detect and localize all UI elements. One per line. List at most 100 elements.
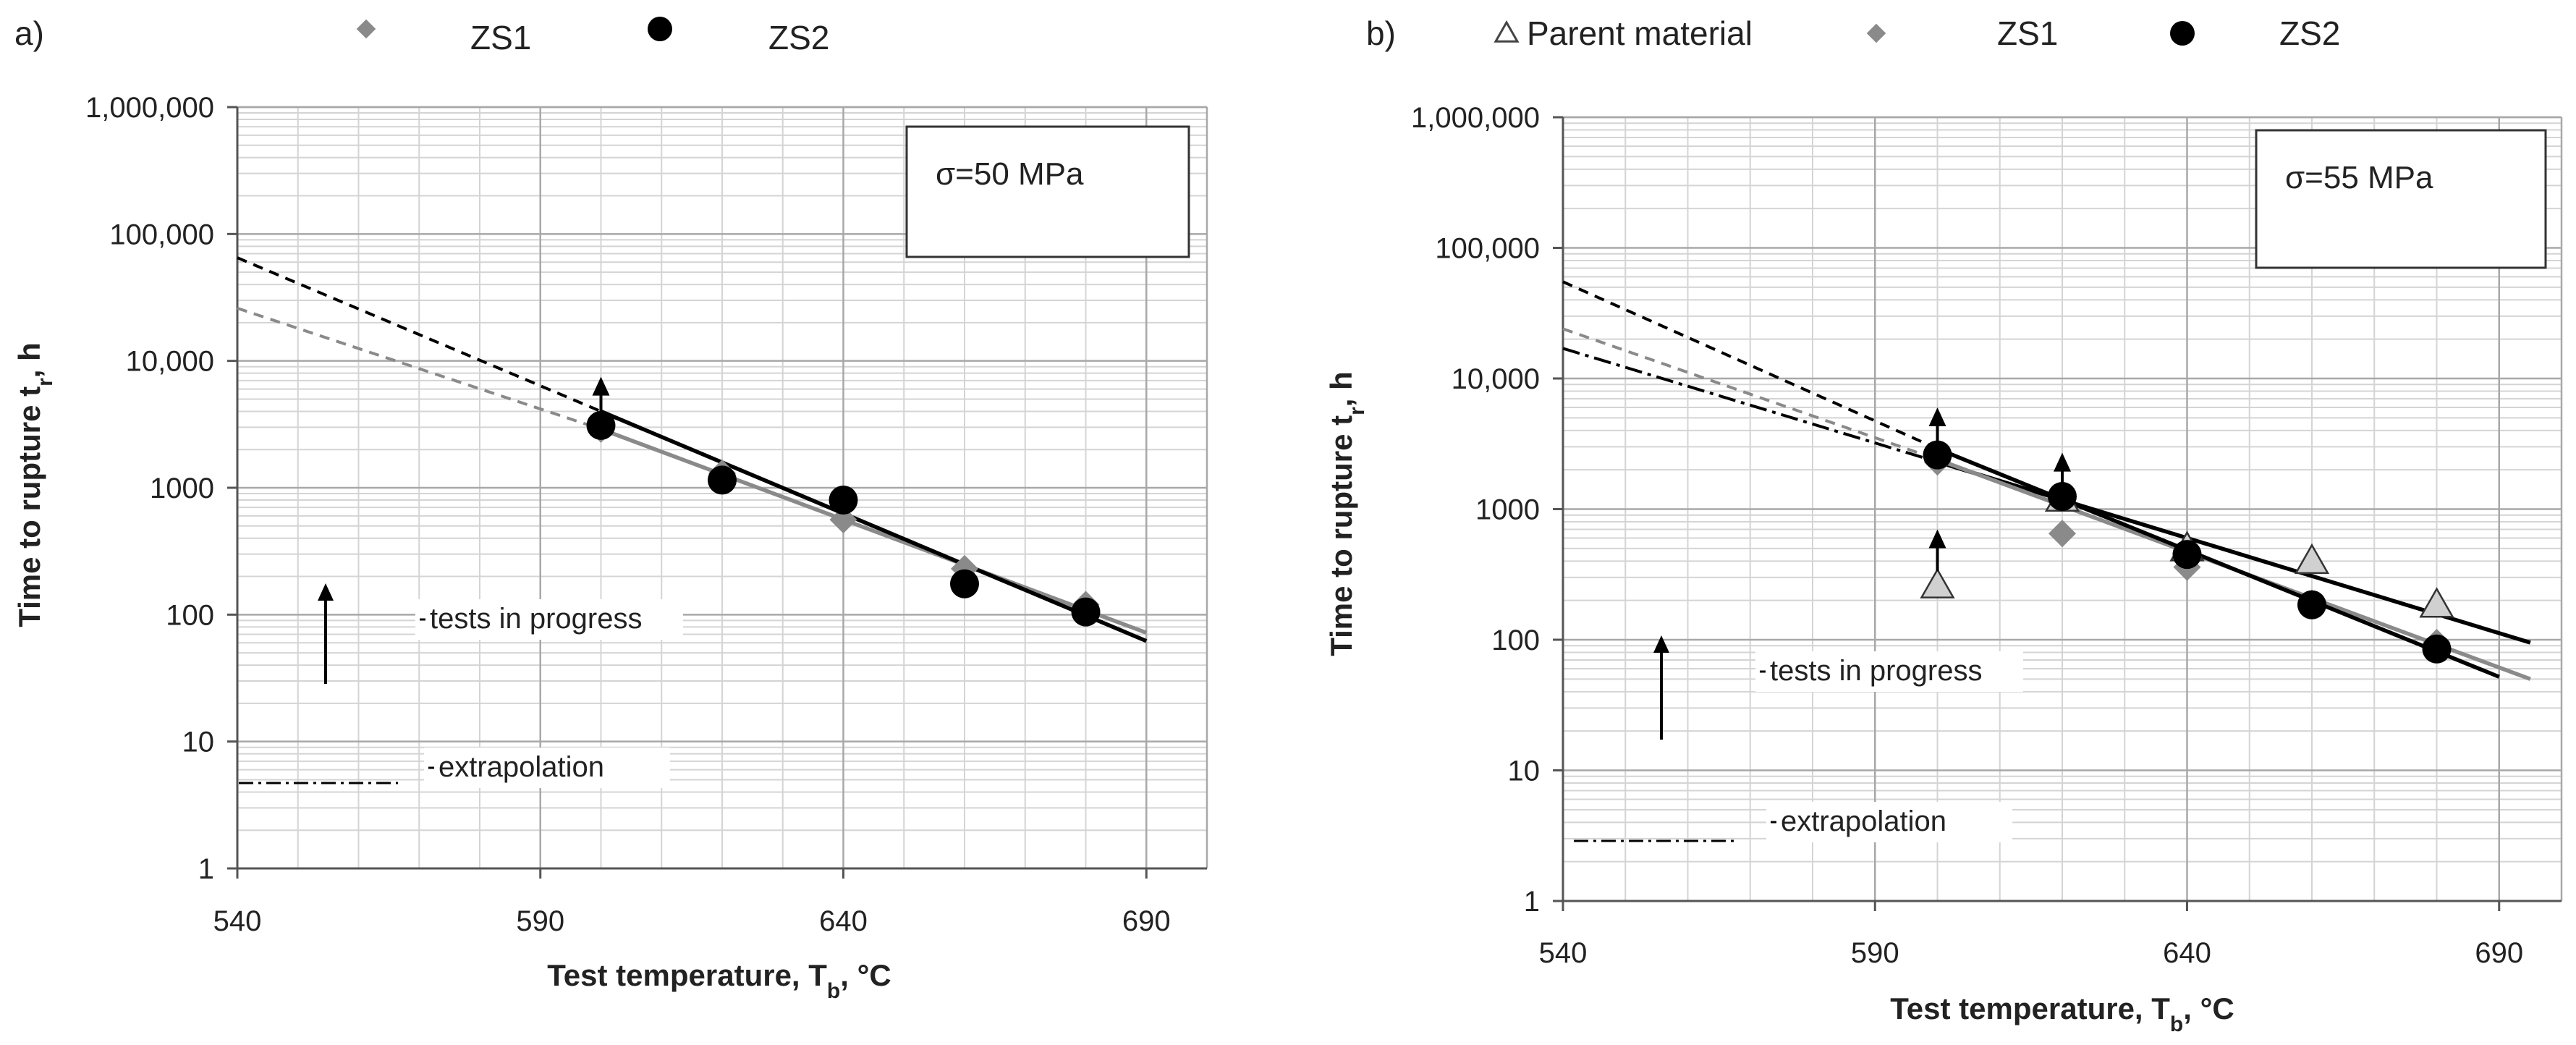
annotation-background (415, 599, 683, 640)
y-axis-title: Time to rupture tr, h (12, 342, 57, 627)
data-point (1071, 597, 1101, 627)
progress-arrow-head (592, 376, 610, 396)
chart-panel-a: 1 10 100 1000 10,000 100,000 1,000,000 540 590 64… (12, 14, 1208, 1003)
x-axis-title-suffix: , °C (840, 958, 891, 992)
y-tick-label: 1 (198, 853, 214, 885)
y-tick-label: 1000 (1475, 494, 1540, 526)
data-point (2297, 590, 2326, 619)
y-tick-label: 1 (1524, 886, 1540, 918)
x-tick-label: 590 (1851, 937, 1899, 969)
data-point (1920, 567, 1955, 598)
extrapolation-line (1562, 327, 1939, 461)
legend-item-parent-material: Parent material (1494, 14, 1753, 52)
y-axis-title-sub: r (33, 378, 57, 386)
annotation-tests-in-progress: tests in progress (430, 603, 642, 635)
x-axis-title-sub: b (827, 979, 840, 1003)
legend-item-zs2: ZS2 (2170, 14, 2340, 52)
circle-icon (648, 17, 672, 41)
legend-label: ZS2 (768, 19, 829, 56)
stress-box (905, 125, 1190, 258)
y-axis-title: Time to rupture tr, h (1324, 371, 1369, 656)
data-point (586, 410, 616, 440)
y-tick-label: 1000 (150, 473, 214, 504)
gridlines (1562, 116, 2563, 902)
legend-label: Parent material (1527, 14, 1753, 52)
triangle-icon (1494, 20, 1520, 43)
y-axis-title-main: Time to rupture t (1324, 415, 1358, 656)
fit-line (1936, 447, 2500, 679)
x-tick-label: 690 (2475, 937, 2523, 969)
progress-arrow-head (2054, 452, 2071, 472)
legend-label: ZS1 (1997, 14, 2058, 52)
y-tick-label: 10 (1508, 756, 1541, 787)
panel-label: b) (1366, 14, 1396, 52)
annotation-background (1755, 651, 2023, 692)
series-zs2 (586, 410, 1101, 627)
annotation-background (424, 748, 670, 788)
x-axis-title-sub: b (2170, 1012, 2183, 1036)
data-point (2172, 540, 2202, 570)
y-axis-title-suffix: , h (1324, 371, 1358, 407)
legend-arrow-head (1653, 635, 1669, 653)
stress-label: σ=55 MPa (2285, 160, 2433, 195)
data-point (829, 506, 857, 534)
progress-arrow-head (1928, 407, 1946, 427)
y-axis-title-sub: r (1345, 407, 1369, 415)
data-point (2422, 634, 2452, 664)
annotation-tests-in-progress: tests in progress (1770, 655, 1982, 687)
data-point (2294, 543, 2330, 575)
x-axis-title: Test temperature, Tb, °C (1890, 991, 2234, 1036)
progress-arrow-head (1928, 529, 1946, 549)
x-tick-label: 540 (1539, 937, 1588, 969)
legend-item-zs2: ZS2 (648, 17, 829, 56)
x-tick-label: 590 (516, 905, 564, 937)
data-point (708, 465, 737, 495)
panel-label: a) (14, 14, 44, 52)
legend-item-zs1: ZS1 (356, 19, 531, 56)
extrapolation-line (237, 256, 602, 413)
x-axis-title: Test temperature, Tb, °C (547, 958, 891, 1003)
series-zs2 (1923, 440, 2452, 664)
annotation-extrapolation: extrapolation (1781, 805, 1946, 837)
x-tick-label: 640 (819, 905, 868, 937)
x-tick-label: 690 (1122, 905, 1171, 937)
data-point (2048, 520, 2076, 548)
annotation-extrapolation: extrapolation (438, 751, 604, 783)
y-tick-label: 10,000 (1452, 363, 1540, 395)
y-tick-label: 10 (182, 727, 215, 758)
y-tick-label: 1,000,000 (85, 92, 214, 124)
legend-label: ZS2 (2279, 14, 2340, 52)
data-point (950, 569, 979, 598)
y-tick-label: 100 (166, 599, 214, 631)
fit-line (600, 409, 1148, 643)
x-tick-label: 640 (2163, 937, 2211, 969)
annotation-background (1766, 802, 2012, 842)
legend-item-zs1: ZS1 (1866, 14, 2058, 52)
data-point (829, 485, 858, 515)
y-tick-label: 1,000,000 (1411, 102, 1540, 134)
circle-icon (2170, 21, 2195, 46)
y-tick-label: 10,000 (126, 346, 214, 378)
fit-line (600, 427, 1148, 635)
x-axis-title-suffix: , °C (2183, 991, 2234, 1025)
y-axis-title-main: Time to rupture t (12, 386, 46, 627)
y-axis-title-suffix: , h (12, 342, 46, 378)
diamond-icon (1866, 23, 1886, 43)
y-tick-label: 100 (1491, 625, 1540, 656)
y-tick-label: 100,000 (109, 219, 214, 250)
y-tick-label: 100,000 (1435, 233, 1540, 265)
x-axis-title-main: Test temperature, T (1890, 991, 2170, 1025)
x-tick-label: 540 (213, 905, 262, 937)
data-point (2419, 587, 2454, 618)
stress-label: σ=50 MPa (936, 156, 1084, 192)
extrapolation-line (237, 307, 602, 431)
x-axis-title-main: Test temperature, T (547, 958, 827, 992)
extrapolation-line (1562, 347, 1939, 464)
legend-label: ZS1 (470, 19, 531, 56)
stress-box (2255, 129, 2547, 269)
chart-panel-b: 1 10 100 1000 10,000 100,000 1,000,000 540 590 64… (1324, 14, 2563, 1036)
data-point (1923, 440, 1952, 470)
diamond-icon (356, 19, 376, 39)
data-point (2048, 482, 2077, 512)
